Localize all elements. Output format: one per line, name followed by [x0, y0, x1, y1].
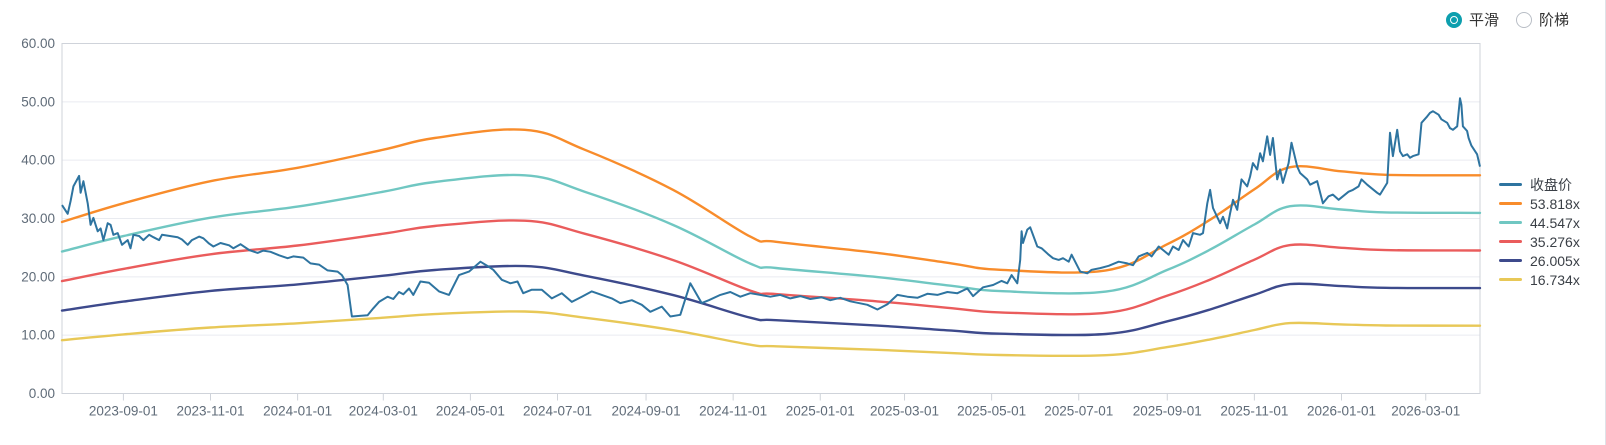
- legend-line-icon: [1499, 278, 1522, 281]
- pe-band-line-53.818x: [60, 128, 1482, 274]
- y-axis-tick-label: 40.00: [21, 153, 55, 168]
- legend-item-label: 16.734x: [1530, 271, 1580, 288]
- line-style-toggle: 平滑 阶梯: [1446, 9, 1569, 30]
- legend-line-icon: [1499, 259, 1522, 262]
- pe-band-line-26.005x: [60, 264, 1482, 337]
- radio-selected-icon[interactable]: [1446, 11, 1462, 28]
- y-axis-tick-label: 20.00: [21, 269, 55, 284]
- x-axis-tick-label: 2024-11-01: [699, 404, 767, 419]
- legend-item-35.276x[interactable]: 35.276x: [1499, 232, 1580, 251]
- price-line: [61, 97, 1481, 318]
- x-axis-tick-label: 2025-07-01: [1044, 404, 1113, 419]
- x-axis-tick-label: 2026-01-01: [1307, 404, 1376, 419]
- x-axis-tick-label: 2024-01-01: [263, 404, 332, 419]
- x-axis-tick-label: 2025-09-01: [1133, 404, 1202, 419]
- plot-border: [61, 43, 1481, 394]
- y-axis-tick-label: 50.00: [21, 94, 55, 109]
- legend-item-53.818x[interactable]: 53.818x: [1499, 194, 1580, 213]
- x-axis-tick-label: 2025-03-01: [870, 404, 939, 419]
- legend-item-44.547x[interactable]: 44.547x: [1499, 213, 1580, 232]
- y-axis-tick-label: 0.00: [29, 386, 55, 401]
- x-axis-tick-label: 2024-03-01: [349, 404, 418, 419]
- radio-smooth-label: 平滑: [1469, 12, 1500, 29]
- legend-item-收盘价[interactable]: 收盘价: [1499, 175, 1580, 194]
- y-axis-tick-label: 10.00: [21, 328, 55, 343]
- x-axis-tick-label: 2024-05-01: [436, 404, 505, 419]
- chart-legend: 收盘价 53.818x 44.547x 35.276x 26.005x 16.734x: [1499, 175, 1580, 289]
- legend-item-26.005x[interactable]: 26.005x: [1499, 251, 1580, 270]
- x-axis-tick-label: 2023-11-01: [176, 404, 244, 419]
- radio-step-label: 阶梯: [1539, 12, 1570, 29]
- legend-line-icon: [1499, 202, 1522, 205]
- x-axis-tick-label: 2026-03-01: [1391, 404, 1460, 419]
- legend-item-label: 26.005x: [1530, 252, 1580, 269]
- legend-line-icon: [1499, 221, 1522, 224]
- x-axis-tick-label: 2025-05-01: [957, 404, 1026, 419]
- legend-item-label: 收盘价: [1530, 176, 1572, 193]
- radio-smooth[interactable]: 平滑: [1446, 9, 1499, 30]
- legend-item-16.734x[interactable]: 16.734x: [1499, 270, 1580, 289]
- radio-unselected-icon[interactable]: [1516, 11, 1533, 28]
- pe-band-line-44.547x: [60, 173, 1482, 295]
- legend-item-label: 53.818x: [1530, 195, 1580, 212]
- legend-item-label: 44.547x: [1530, 214, 1580, 231]
- x-axis-tick-label: 2023-09-01: [89, 404, 158, 419]
- x-axis-tick-label: 2025-01-01: [786, 404, 855, 419]
- legend-item-label: 35.276x: [1530, 233, 1580, 250]
- pe-band-line-16.734x: [60, 310, 1482, 358]
- y-axis-tick-label: 30.00: [21, 211, 55, 226]
- y-axis-tick-label: 60.00: [21, 36, 55, 51]
- x-axis-tick-label: 2024-09-01: [612, 404, 681, 419]
- legend-line-icon: [1499, 183, 1522, 186]
- radio-step[interactable]: 阶梯: [1516, 9, 1569, 30]
- x-axis-tick-label: 2024-07-01: [523, 404, 592, 419]
- x-axis-tick-label: 2025-11-01: [1220, 404, 1288, 419]
- legend-line-icon: [1499, 240, 1522, 243]
